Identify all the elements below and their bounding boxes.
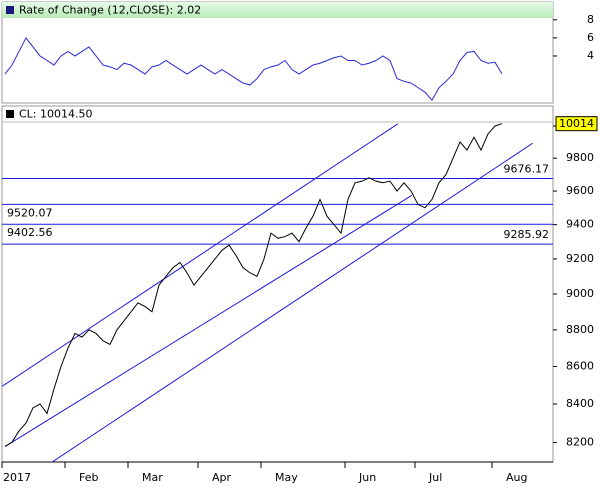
y-tick-label: 8400	[566, 397, 594, 410]
legend-swatch	[6, 6, 14, 14]
data-line	[4, 123, 503, 447]
panel-title: CL: 10014.50	[19, 108, 93, 121]
y-tick-label: 9000	[566, 287, 594, 300]
last-value-box	[555, 116, 598, 132]
x-tick-label: Feb	[79, 471, 98, 484]
last-value-label: 10014	[559, 117, 594, 130]
x-tick-label: Mar	[142, 471, 163, 484]
y-tick-label: 9400	[566, 218, 594, 231]
y-tick-label: 9200	[566, 252, 594, 265]
y-tick-label: 4	[587, 49, 594, 62]
x-tick-label: Jun	[358, 471, 376, 484]
horizontal-line-label: 9520.07	[7, 206, 53, 219]
trend-line	[4, 194, 412, 447]
x-tick-label: Apr	[212, 471, 232, 484]
x-tick-label: May	[275, 471, 298, 484]
horizontal-line-label: 9676.17	[504, 162, 550, 175]
y-tick-label: 8	[587, 13, 594, 26]
y-tick-label: 9800	[566, 151, 594, 164]
x-tick-label: 2017	[3, 471, 31, 484]
trend-line	[51, 142, 534, 462]
panel-title: Rate of Change (12,CLOSE): 2.02	[19, 4, 201, 17]
y-tick-label: 8600	[566, 359, 594, 372]
horizontal-line-label: 9402.56	[7, 226, 53, 239]
y-tick-label: 6	[587, 31, 594, 44]
trend-line	[2, 123, 398, 387]
y-tick-label: 8800	[566, 323, 594, 336]
horizontal-line-label: 9285.92	[504, 228, 550, 241]
x-tick-label: Aug	[506, 471, 527, 484]
x-tick-label: Jul	[428, 471, 442, 484]
legend-swatch	[6, 110, 14, 118]
data-line	[4, 36, 503, 102]
panel-header	[2, 2, 553, 18]
y-tick-label: 8200	[566, 435, 594, 448]
y-tick-label: 9600	[566, 184, 594, 197]
